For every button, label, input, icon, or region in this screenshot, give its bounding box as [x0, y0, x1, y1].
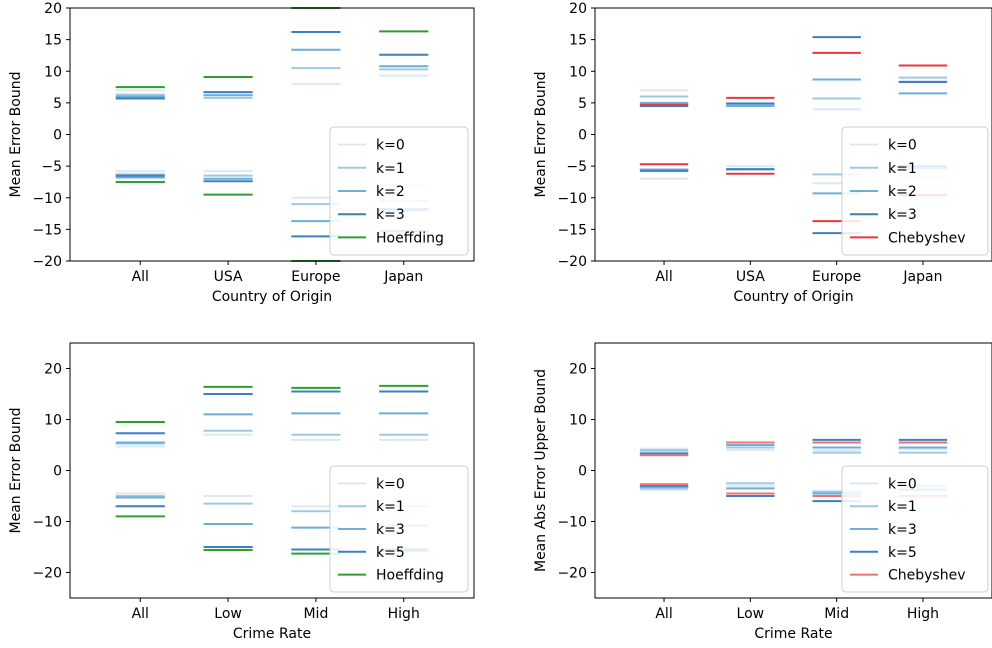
x-tick-label: USA [736, 269, 765, 285]
y-tick-label: −5 [41, 159, 62, 175]
legend-label: Hoeffding [376, 230, 444, 246]
legend-label: Chebyshev [888, 230, 966, 246]
chart-panel-1: −20 −15 −10 −5 0 5 10 15 20 All USA Europe Japan Coun… [8, 1, 475, 305]
legend-label: k=5 [376, 545, 405, 561]
legend-box [841, 126, 989, 256]
y-tick-label: 0 [578, 464, 587, 480]
legend-label: k=2 [888, 184, 917, 200]
y-tick-label: −20 [32, 254, 62, 270]
y-tick-label: −5 [566, 159, 587, 175]
chart-panel-2: −20 −15 −10 −5 0 5 10 15 20 All USA Europe Japan Coun… [533, 1, 992, 305]
x-tick-label: High [907, 606, 939, 622]
y-tick-label: −10 [32, 515, 62, 531]
legend-label: k=1 [376, 161, 405, 177]
legend: k=0 k=1 k=2 k=3 Hoeffding [329, 126, 469, 256]
legend-label: k=3 [376, 207, 405, 223]
legend: k=0 k=1 k=2 k=3 Chebyshev [841, 126, 989, 256]
y-tick-label: −15 [557, 222, 587, 238]
y-tick-label: 20 [569, 362, 587, 378]
y-tick-label: 20 [44, 1, 62, 17]
legend-label: k=1 [888, 161, 917, 177]
y-tick-label: −15 [32, 222, 62, 238]
y-tick-label: 0 [53, 464, 62, 480]
x-tick-label: High [388, 606, 420, 622]
series-k=3 [115, 31, 429, 238]
legend-label: k=1 [376, 499, 405, 515]
x-axis-label: Country of Origin [212, 289, 332, 305]
x-axis-label: Country of Origin [733, 289, 853, 305]
y-tick-label: −10 [557, 191, 587, 207]
legend-label: k=3 [376, 522, 405, 538]
legend-label: k=5 [888, 545, 917, 561]
x-tick-label: All [655, 606, 672, 622]
y-tick-label: 20 [44, 362, 62, 378]
legend-label: Hoeffding [376, 568, 444, 584]
legend-box [329, 465, 469, 593]
y-axis-label: Mean Abs Error Upper Bound [533, 369, 549, 572]
legend-label: k=3 [888, 207, 917, 223]
legend-label: k=0 [376, 138, 405, 154]
x-tick-label: Low [214, 606, 242, 622]
y-tick-label: 15 [569, 33, 587, 49]
y-tick-label: −20 [557, 566, 587, 582]
x-axis-label: Crime Rate [233, 626, 311, 642]
y-tick-label: −20 [557, 254, 587, 270]
x-tick-label: Low [737, 606, 765, 622]
legend-box [329, 126, 469, 256]
x-tick-label: Japan [383, 269, 423, 285]
x-tick-label: Europe [291, 269, 340, 285]
x-tick-label: USA [214, 269, 243, 285]
y-tick-label: −10 [557, 515, 587, 531]
legend-label: k=2 [376, 184, 405, 200]
y-tick-label: 0 [53, 128, 62, 144]
legend: k=0 k=1 k=3 k=5 Chebyshev [841, 465, 989, 593]
y-tick-label: 10 [569, 413, 587, 429]
y-tick-label: 0 [578, 128, 587, 144]
x-tick-label: All [655, 269, 672, 285]
series-Chebyshev [639, 51, 948, 223]
legend: k=0 k=1 k=3 k=5 Hoeffding [329, 465, 469, 593]
y-tick-label: 5 [578, 96, 587, 112]
x-tick-label: Japan [902, 269, 942, 285]
y-tick-label: −20 [32, 566, 62, 582]
series-k=1 [115, 67, 429, 206]
legend-label: k=0 [888, 476, 917, 492]
y-axis-label: Mean Error Bound [8, 72, 24, 198]
y-tick-label: 10 [44, 413, 62, 429]
y-axis-label: Mean Error Bound [8, 408, 24, 534]
y-axis-label: Mean Error Bound [533, 72, 549, 198]
y-tick-label: 15 [44, 33, 62, 49]
series-k=5 [115, 390, 429, 551]
legend-label: k=0 [888, 138, 917, 154]
chart-panel-4: −20 −10 0 10 20 All Low Mid High Crime Rate Mean A… [533, 342, 992, 642]
y-tick-label: −10 [32, 191, 62, 207]
legend-label: k=1 [888, 499, 917, 515]
x-tick-label: Mid [824, 606, 849, 622]
legend-label: k=3 [888, 522, 917, 538]
legend-label: k=0 [376, 476, 405, 492]
chart-panel-3: −20 −10 0 10 20 All Low Mid High Crime Rate Mean E… [8, 342, 475, 642]
x-tick-label: Europe [812, 269, 861, 285]
y-tick-label: 20 [569, 1, 587, 17]
x-tick-label: All [132, 269, 149, 285]
x-tick-label: All [132, 606, 149, 622]
legend-box [841, 465, 989, 593]
x-axis-label: Crime Rate [754, 626, 832, 642]
y-tick-label: 10 [44, 64, 62, 80]
legend-label: Chebyshev [888, 568, 966, 584]
x-tick-label: Mid [303, 606, 328, 622]
y-tick-label: 5 [53, 96, 62, 112]
y-tick-label: 10 [569, 64, 587, 80]
